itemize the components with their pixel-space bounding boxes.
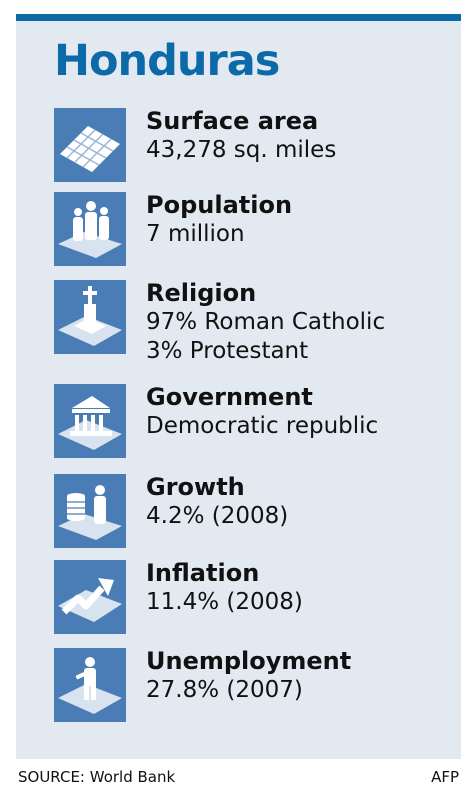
fact-label: Population <box>146 191 293 219</box>
fact-inflation: Inflation 11.4% (2008) <box>54 559 454 634</box>
fact-population: Population 7 million <box>54 191 454 266</box>
fact-label: Religion <box>146 279 257 307</box>
worker-icon <box>54 648 126 722</box>
fact-religion: Religion 97% Roman Catholic 3% Protestan… <box>54 279 454 364</box>
coins-person-icon <box>54 474 126 548</box>
government-building-icon <box>54 384 126 458</box>
fact-unemployment: Unemployment 27.8% (2007) <box>54 647 454 722</box>
fact-label: Surface area <box>146 107 319 135</box>
fact-label: Government <box>146 383 313 411</box>
fact-value: 7 million <box>146 221 245 247</box>
cross-monument-icon <box>54 280 126 354</box>
fact-value: 97% Roman Catholic <box>146 309 386 335</box>
source-note: SOURCE: World Bank <box>18 768 176 786</box>
grid-map-icon <box>54 108 126 182</box>
page-title: Honduras <box>54 36 280 86</box>
fact-value: 4.2% (2008) <box>146 503 289 529</box>
fact-label: Growth <box>146 473 245 501</box>
fact-value: 11.4% (2008) <box>146 589 303 615</box>
fact-growth: Growth 4.2% (2008) <box>54 473 454 548</box>
fact-label: Unemployment <box>146 647 352 675</box>
top-accent-bar <box>16 14 461 21</box>
fact-value-secondary: 3% Protestant <box>146 338 309 364</box>
fact-label: Inflation <box>146 559 260 587</box>
credit-label: AFP <box>431 768 459 786</box>
rising-arrow-icon <box>54 560 126 634</box>
people-icon <box>54 192 126 266</box>
fact-surface-area: Surface area 43,278 sq. miles <box>54 107 454 182</box>
fact-government: Government Democratic republic <box>54 383 454 458</box>
fact-value: 43,278 sq. miles <box>146 137 337 163</box>
fact-value: 27.8% (2007) <box>146 677 303 703</box>
fact-value: Democratic republic <box>146 413 379 439</box>
